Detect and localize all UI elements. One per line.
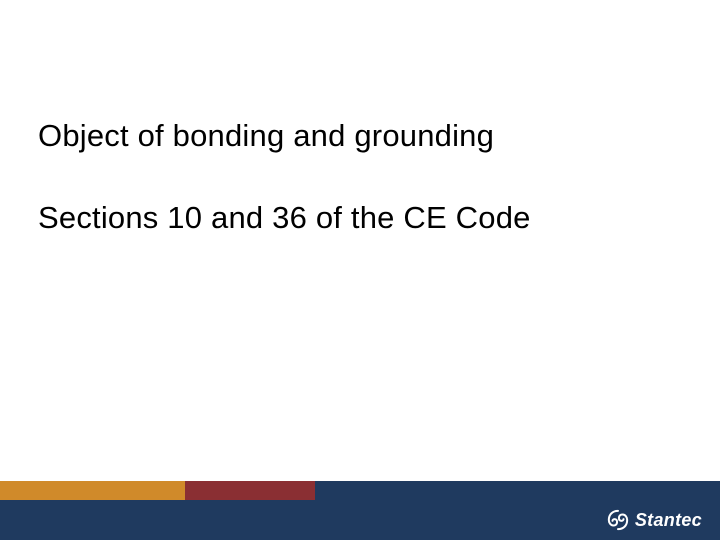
stantec-swirl-icon: [607, 509, 629, 531]
brand-logo: Stantec: [607, 509, 702, 531]
footer-bar: Stantec: [0, 500, 720, 540]
slide-content: Object of bonding and grounding Sections…: [38, 118, 680, 236]
slide-line-1: Object of bonding and grounding: [38, 118, 680, 154]
accent-segment-maroon: [185, 481, 315, 500]
accent-segment-orange: [0, 481, 185, 500]
brand-logo-text: Stantec: [635, 510, 702, 531]
accent-segment-navy: [315, 481, 720, 500]
slide-line-2: Sections 10 and 36 of the CE Code: [38, 200, 680, 236]
footer-accent-bar: [0, 481, 720, 500]
footer-navy-strip: Stantec: [0, 500, 720, 540]
